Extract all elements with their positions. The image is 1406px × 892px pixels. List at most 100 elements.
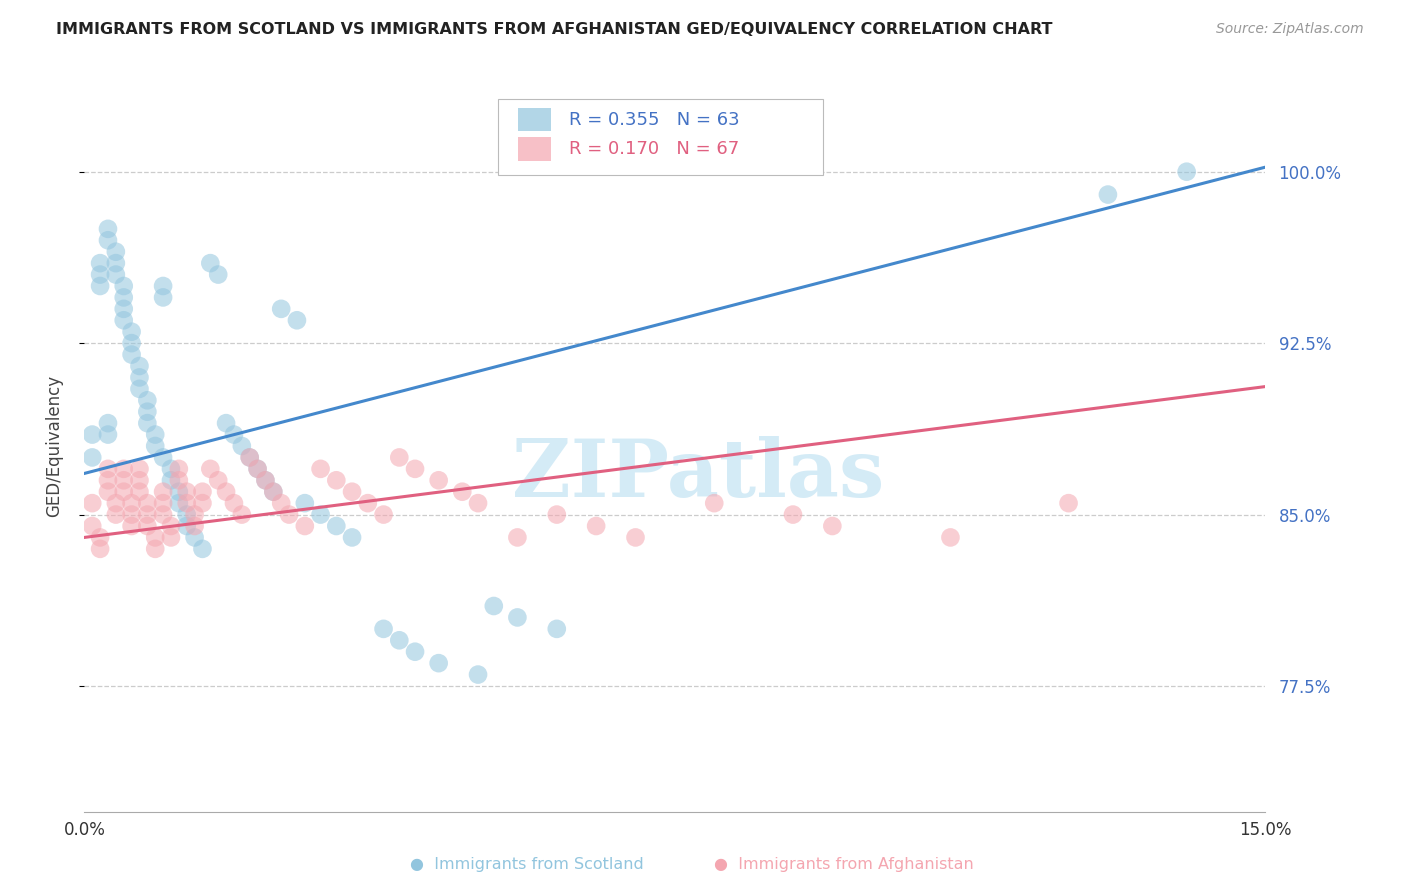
Point bbox=[585, 519, 607, 533]
Point bbox=[104, 496, 127, 510]
Point bbox=[246, 462, 269, 476]
Point bbox=[373, 622, 395, 636]
Point bbox=[160, 473, 183, 487]
Point bbox=[143, 439, 166, 453]
Point bbox=[215, 416, 238, 430]
Point bbox=[294, 496, 316, 510]
FancyBboxPatch shape bbox=[517, 108, 551, 131]
Text: Source: ZipAtlas.com: Source: ZipAtlas.com bbox=[1216, 22, 1364, 37]
Point bbox=[309, 508, 332, 522]
Point bbox=[506, 610, 529, 624]
Point bbox=[703, 496, 725, 510]
Point bbox=[136, 393, 159, 408]
Point bbox=[191, 541, 214, 556]
Point bbox=[112, 462, 135, 476]
Point bbox=[231, 508, 253, 522]
Point bbox=[325, 473, 347, 487]
Point bbox=[167, 473, 190, 487]
Point bbox=[152, 279, 174, 293]
Point bbox=[97, 233, 120, 247]
Point bbox=[112, 290, 135, 304]
Point bbox=[506, 530, 529, 544]
Point bbox=[427, 656, 450, 670]
Point bbox=[121, 325, 143, 339]
Point bbox=[167, 496, 190, 510]
Point bbox=[200, 462, 222, 476]
Text: IMMIGRANTS FROM SCOTLAND VS IMMIGRANTS FROM AFGHANISTAN GED/EQUIVALENCY CORRELAT: IMMIGRANTS FROM SCOTLAND VS IMMIGRANTS F… bbox=[56, 22, 1053, 37]
Point bbox=[97, 484, 120, 499]
Point bbox=[143, 541, 166, 556]
Point bbox=[136, 496, 159, 510]
Point bbox=[270, 496, 292, 510]
Point bbox=[112, 473, 135, 487]
Point bbox=[1057, 496, 1080, 510]
Point bbox=[121, 519, 143, 533]
Point bbox=[112, 484, 135, 499]
Point bbox=[427, 473, 450, 487]
Point bbox=[1097, 187, 1119, 202]
Point bbox=[546, 508, 568, 522]
Point bbox=[467, 667, 489, 681]
Point bbox=[285, 313, 308, 327]
Point bbox=[782, 508, 804, 522]
Point bbox=[262, 484, 284, 499]
Point bbox=[97, 416, 120, 430]
Point bbox=[121, 496, 143, 510]
Text: ZIPatlas: ZIPatlas bbox=[512, 436, 884, 515]
Point bbox=[357, 496, 380, 510]
Point bbox=[270, 301, 292, 316]
Point bbox=[121, 508, 143, 522]
Point bbox=[231, 439, 253, 453]
Point bbox=[254, 473, 277, 487]
Point bbox=[176, 519, 198, 533]
Point bbox=[104, 508, 127, 522]
Point bbox=[128, 382, 150, 396]
Point bbox=[404, 462, 426, 476]
Point bbox=[278, 508, 301, 522]
Point bbox=[112, 279, 135, 293]
Text: ●  Immigrants from Scotland: ● Immigrants from Scotland bbox=[411, 857, 644, 872]
Text: ●  Immigrants from Afghanistan: ● Immigrants from Afghanistan bbox=[714, 857, 973, 872]
Point bbox=[104, 268, 127, 282]
Point bbox=[152, 484, 174, 499]
Point bbox=[136, 508, 159, 522]
Point bbox=[207, 473, 229, 487]
Point bbox=[176, 484, 198, 499]
Point bbox=[482, 599, 505, 613]
Point bbox=[89, 268, 111, 282]
Point bbox=[128, 484, 150, 499]
Point bbox=[82, 427, 104, 442]
Point bbox=[136, 405, 159, 419]
Point bbox=[546, 622, 568, 636]
Point bbox=[112, 313, 135, 327]
Point bbox=[160, 519, 183, 533]
Point bbox=[160, 462, 183, 476]
Point bbox=[89, 279, 111, 293]
Point bbox=[207, 268, 229, 282]
Point bbox=[97, 473, 120, 487]
Point bbox=[121, 347, 143, 361]
Point bbox=[183, 519, 205, 533]
Point bbox=[340, 484, 363, 499]
Point bbox=[104, 244, 127, 259]
Point bbox=[160, 530, 183, 544]
Point bbox=[112, 301, 135, 316]
Point bbox=[624, 530, 647, 544]
Point bbox=[183, 508, 205, 522]
Point bbox=[167, 484, 190, 499]
Point bbox=[89, 256, 111, 270]
Point bbox=[325, 519, 347, 533]
FancyBboxPatch shape bbox=[498, 99, 823, 176]
Point bbox=[222, 427, 245, 442]
Y-axis label: GED/Equivalency: GED/Equivalency bbox=[45, 375, 63, 517]
Point bbox=[1175, 164, 1198, 178]
Point bbox=[451, 484, 474, 499]
Point bbox=[89, 530, 111, 544]
Point bbox=[294, 519, 316, 533]
Point bbox=[167, 462, 190, 476]
Point bbox=[121, 336, 143, 351]
Point bbox=[246, 462, 269, 476]
Point bbox=[254, 473, 277, 487]
Point bbox=[97, 427, 120, 442]
Point bbox=[200, 256, 222, 270]
